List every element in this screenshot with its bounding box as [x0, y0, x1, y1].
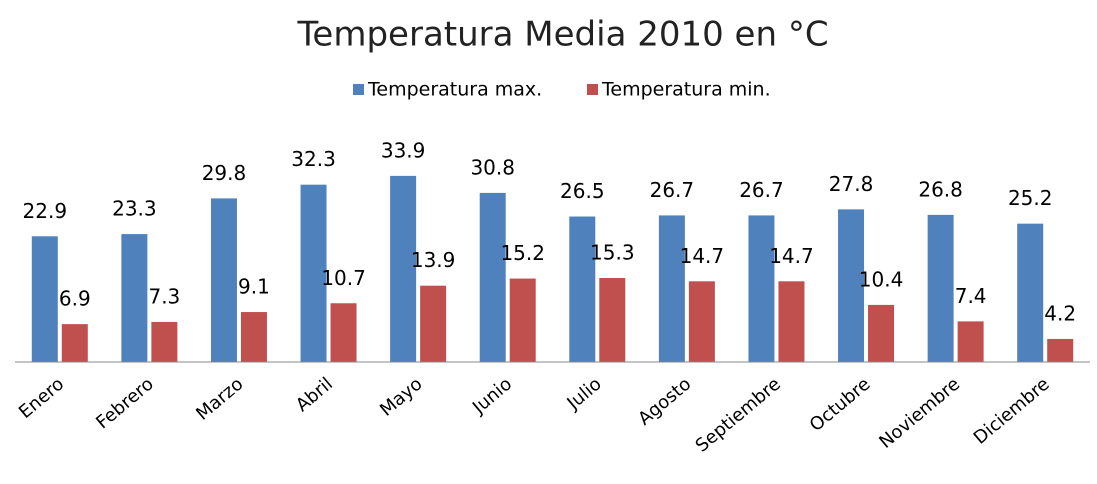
bar	[420, 285, 447, 362]
data-label: 15.2	[500, 241, 545, 265]
bar	[688, 281, 715, 362]
data-label: 26.7	[739, 178, 784, 202]
data-label: 26.8	[918, 177, 963, 201]
bar	[330, 303, 357, 362]
bar	[210, 198, 237, 362]
data-label: 26.7	[650, 178, 695, 202]
data-label: 10.7	[321, 266, 366, 290]
data-label: 10.4	[859, 267, 904, 291]
bar	[300, 184, 327, 362]
x-tick-label: Septiembre	[692, 374, 785, 457]
data-label: 33.9	[381, 138, 426, 162]
bar	[61, 324, 88, 362]
bar	[658, 215, 685, 362]
bar	[479, 192, 506, 362]
bar	[31, 236, 58, 362]
bar	[151, 321, 178, 362]
x-tick-label: Noviembre	[875, 374, 964, 453]
chart-title: Temperatura Media 2010 en °C	[296, 15, 828, 55]
data-label: 4.2	[1044, 301, 1076, 325]
bar	[390, 175, 417, 362]
x-tick-label: Febrero	[92, 374, 158, 434]
bar	[509, 278, 536, 362]
legend-label: Temperatura min.	[601, 79, 771, 101]
bar	[927, 214, 954, 362]
x-tick-label: Octubre	[806, 374, 875, 436]
bar	[599, 278, 626, 362]
bar	[1047, 338, 1074, 362]
bar	[868, 304, 895, 362]
data-label: 13.9	[411, 248, 456, 272]
data-label: 29.8	[202, 161, 247, 185]
data-label: 32.3	[291, 147, 336, 171]
data-label: 23.3	[112, 197, 157, 221]
x-tick-label: Abril	[292, 374, 337, 417]
bar	[1017, 223, 1044, 362]
data-label: 15.3	[590, 241, 635, 265]
data-label: 14.7	[680, 244, 725, 268]
bar	[569, 216, 596, 362]
data-label: 9.1	[238, 275, 270, 299]
legend-label: Temperatura max.	[367, 79, 542, 101]
data-label: 6.9	[59, 287, 91, 311]
x-tick-label: Junio	[468, 374, 516, 419]
data-label: 7.4	[955, 284, 987, 308]
x-tick-label: Agosto	[634, 374, 695, 430]
data-label: 26.5	[560, 179, 605, 203]
bar	[748, 215, 775, 362]
x-tick-label: Marzo	[192, 374, 247, 425]
legend-swatch	[587, 84, 598, 95]
x-tick-label: Julio	[563, 374, 606, 415]
bar	[121, 234, 148, 362]
data-label: 14.7	[769, 244, 814, 268]
x-tick-label: Mayo	[376, 374, 426, 421]
legend-swatch	[353, 84, 364, 95]
x-tick-label: Diciembre	[970, 374, 1054, 449]
data-label: 30.8	[470, 155, 515, 179]
data-label: 22.9	[23, 199, 68, 223]
data-label: 27.8	[829, 172, 874, 196]
data-label: 25.2	[1008, 186, 1053, 210]
x-tick-label: Enero	[15, 374, 68, 423]
data-label: 7.3	[148, 284, 180, 308]
bar	[240, 312, 267, 362]
bar	[957, 321, 984, 362]
bar	[838, 209, 865, 362]
bar	[778, 281, 805, 362]
